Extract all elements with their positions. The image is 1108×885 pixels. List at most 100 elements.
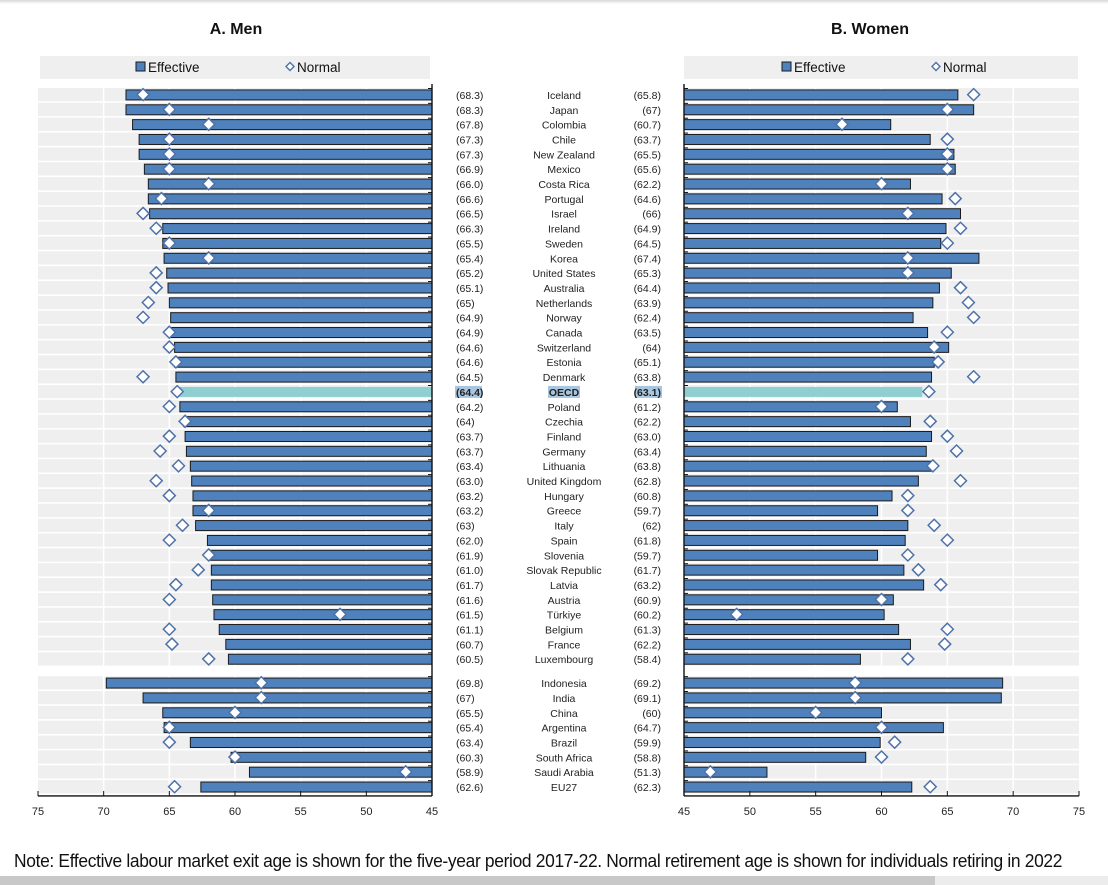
x-tick-label: 55 (810, 806, 822, 818)
marker-normal-india (254, 690, 269, 705)
category-label: Hungary (544, 491, 584, 503)
bar-effective-t-rkiye (213, 609, 433, 621)
bar-effective-iceland (683, 89, 959, 101)
marker-normal-portugal (948, 191, 963, 206)
bar-effective-germany (683, 445, 927, 457)
category-label: India (553, 693, 576, 705)
category-label: Latvia (550, 580, 578, 592)
value-label: (67.3) (456, 134, 483, 146)
bar-effective-chile (683, 133, 931, 145)
category-label: Slovenia (544, 550, 584, 562)
bar-effective-new-zealand (683, 148, 955, 160)
marker-normal-australia (953, 280, 968, 295)
marker-normal-south-africa (227, 749, 243, 765)
value-label: (63.5) (634, 328, 661, 340)
bar-effective-switzerland (683, 341, 950, 353)
value-label: (60.7) (456, 639, 483, 651)
bar-effective-indonesia (105, 677, 433, 689)
marker-normal-ireland (149, 221, 164, 236)
bar-effective-poland (683, 401, 898, 413)
category-label: Brazil (551, 737, 577, 749)
value-label: (60.2) (634, 610, 661, 622)
bar-effective-sweden (683, 237, 942, 249)
value-label: (63.4) (634, 446, 661, 458)
marker-normal-saudi-arabia (703, 764, 718, 779)
value-label: (64) (642, 342, 661, 354)
x-tick-label: 55 (295, 806, 307, 818)
category-label: Mexico (547, 164, 580, 176)
category-label: Finland (547, 431, 582, 443)
value-label: (63.9) (634, 298, 661, 310)
category-label: Austria (548, 595, 581, 607)
marker-normal-netherlands (961, 295, 976, 310)
horizontal-scrollbar[interactable] (0, 876, 935, 885)
value-label: (62.4) (634, 313, 661, 325)
value-label: (65.4) (456, 253, 483, 265)
bar-effective-austria (683, 594, 894, 606)
value-label: (64.4) (634, 283, 661, 295)
category-label: EU27 (551, 782, 577, 794)
marker-normal-norway (136, 310, 151, 325)
value-label: (63.4) (456, 461, 483, 473)
bar-effective-mexico (143, 163, 433, 175)
value-label: (63.7) (456, 431, 483, 443)
marker-normal-greece (900, 503, 915, 518)
bar-effective-belgium (218, 624, 433, 636)
chart-note: Note: Effective labour market exit age i… (14, 850, 1063, 871)
bar-effective-austria (212, 594, 433, 606)
marker-normal-netherlands (141, 295, 156, 310)
bar-effective-israel (683, 208, 961, 220)
bar-effective-estonia (174, 356, 433, 368)
bar-effective-latvia (210, 579, 433, 591)
value-label: (65.4) (456, 723, 483, 735)
bar-effective-japan (683, 104, 975, 116)
legend-effective-swatch (781, 61, 792, 72)
value-label: (63) (456, 521, 475, 533)
bar-effective-mexico (683, 163, 956, 175)
bar-effective-india (683, 692, 1002, 704)
marker-normal-slovak-republic (911, 562, 926, 577)
marker-normal-greece (201, 503, 216, 518)
marker-normal-united-states (900, 265, 915, 280)
marker-normal-germany (153, 443, 168, 459)
value-label: (63.7) (456, 446, 483, 458)
bar-effective-switzerland (174, 341, 433, 353)
legend-normal-label: Normal (297, 60, 341, 75)
category-label: Iceland (547, 90, 581, 102)
bar-effective-denmark (683, 371, 933, 383)
marker-normal-latvia (933, 577, 948, 592)
value-label: (67) (456, 693, 475, 705)
bar-effective-slovak-republic (210, 564, 433, 576)
value-label: (68.3) (456, 105, 483, 117)
marker-normal-austria (874, 592, 889, 607)
category-label: Chile (552, 134, 576, 146)
marker-normal-canada (940, 325, 955, 340)
bar-effective-ireland (162, 223, 433, 235)
marker-normal-indonesia (848, 675, 863, 690)
marker-normal-colombia (834, 117, 850, 132)
category-label: Norway (546, 313, 582, 325)
marker-normal-estonia (168, 354, 183, 369)
marker-normal-eu27 (923, 779, 938, 794)
category-label: Netherlands (536, 298, 593, 310)
marker-normal-norway (966, 310, 981, 325)
bar-effective-slovenia (683, 549, 879, 561)
value-label: (65.1) (634, 357, 661, 369)
marker-normal-mexico (940, 161, 955, 176)
marker-normal-japan (162, 102, 177, 117)
bar-effective-eu27 (683, 781, 913, 793)
value-label: (69.2) (634, 678, 661, 690)
marker-normal-colombia (201, 117, 216, 132)
category-label: Czechia (545, 417, 583, 429)
marker-normal-belgium (940, 622, 955, 637)
category-label: Australia (544, 283, 585, 295)
x-tick-label: 75 (32, 806, 44, 818)
value-label: (61.9) (456, 550, 483, 562)
marker-normal-mexico (162, 161, 177, 176)
value-label: (59.9) (634, 737, 661, 749)
x-tick-label: 70 (98, 806, 110, 818)
x-tick-label: 45 (426, 806, 438, 818)
category-label: Italy (554, 521, 574, 533)
marker-normal-lithuania (925, 458, 940, 473)
scrollbar-track (935, 876, 1108, 885)
